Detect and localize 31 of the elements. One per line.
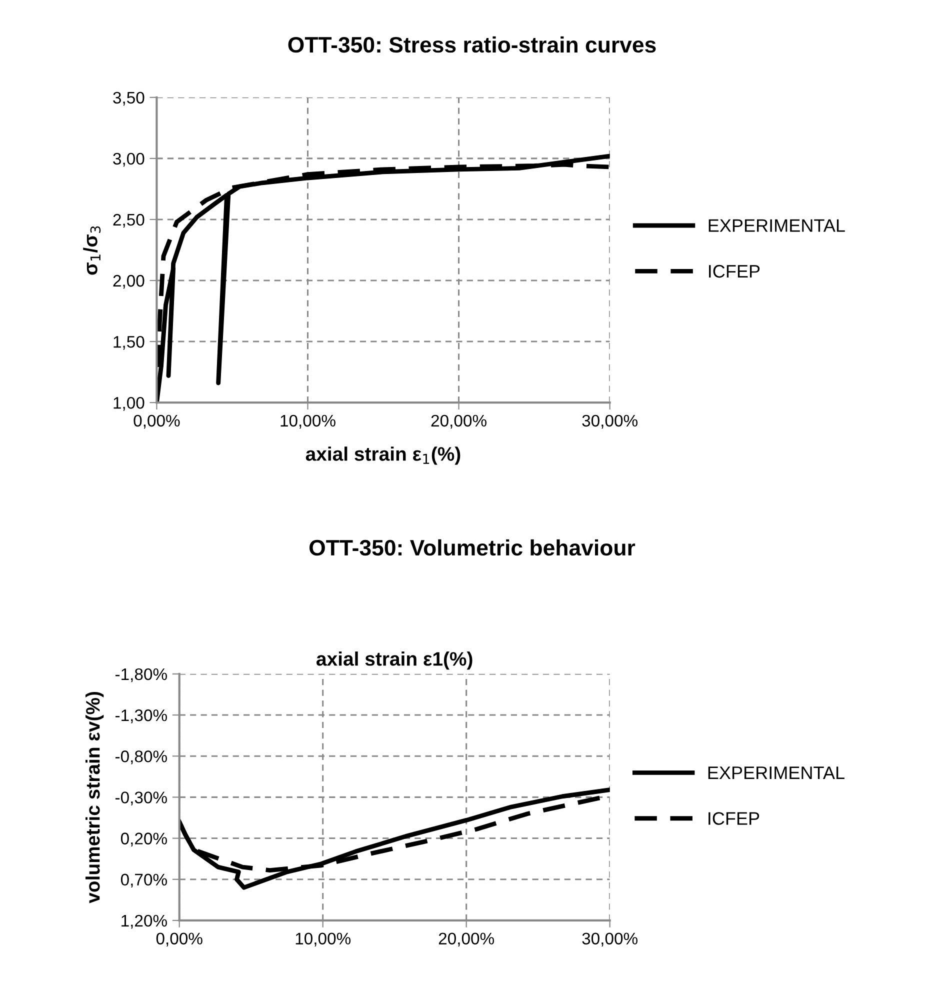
- y-tick-label: -1,30%: [115, 709, 167, 724]
- legend-label: EXPERIMENTAL: [708, 219, 845, 232]
- y-tick-label: 2,50: [113, 214, 144, 228]
- x-tick-label: 0,00%: [134, 414, 180, 429]
- x-tick-label: 30,00%: [582, 932, 638, 946]
- y-axis-title: σ$_{1}$/σ$_{3}$: [83, 226, 101, 275]
- chart-title: OTT-350: Stress ratio-strain curves: [288, 36, 656, 53]
- y-tick-label: 0,70%: [120, 874, 167, 888]
- x-tick-label: 30,00%: [582, 414, 638, 429]
- legend-label: ICFEP: [708, 812, 760, 825]
- y-tick-label: -1,80%: [115, 668, 167, 682]
- legend-label: EXPERIMENTAL: [708, 766, 844, 779]
- y-tick-label: 1,20%: [122, 914, 167, 929]
- y-tick-label: 1,00: [114, 396, 144, 411]
- y-tick-label: 1,50: [114, 336, 144, 350]
- x-tick-label: 20,00%: [431, 414, 486, 429]
- x-tick-label: 0,00%: [156, 932, 202, 946]
- y-axis-title: volumetric strain εv(%): [86, 692, 104, 904]
- y-tick-label: 3,50: [113, 92, 144, 106]
- x-tick-label: 20,00%: [438, 932, 494, 946]
- legend-label: ICFEP: [709, 264, 760, 278]
- y-tick-label: 2,00: [113, 274, 144, 289]
- y-tick-label: -0,80%: [115, 750, 167, 764]
- chart-title: OTT-350: Volumetric behaviour: [310, 539, 636, 556]
- x-axis-title: axial strain ε1(%): [316, 652, 472, 670]
- x-tick-label: 10,00%: [280, 414, 336, 429]
- y-tick-label: 0,20%: [120, 832, 167, 846]
- y-tick-label: -0,30%: [115, 792, 167, 806]
- x-axis-title: axial strain ε$_{1}$(%): [306, 446, 460, 465]
- y-tick-label: 3,00: [113, 152, 144, 167]
- x-tick-label: 10,00%: [296, 932, 351, 946]
